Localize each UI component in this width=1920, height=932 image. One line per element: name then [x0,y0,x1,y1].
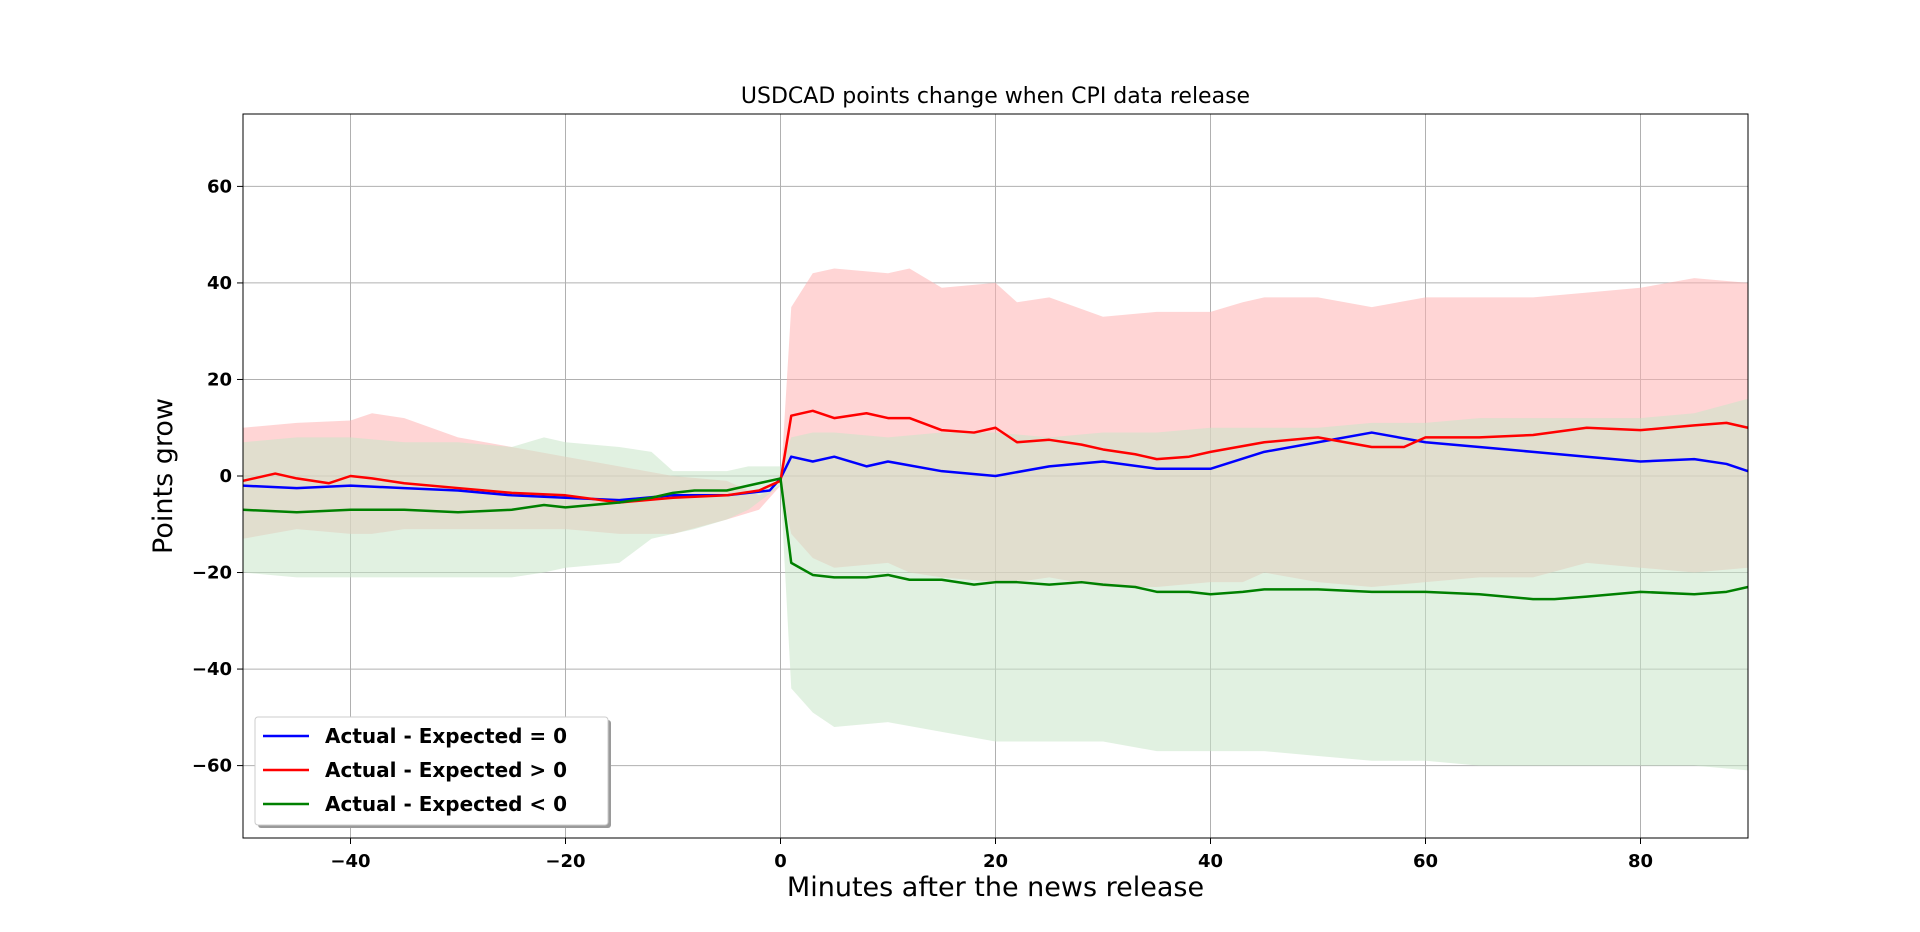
y-tick-label: 40 [207,273,232,294]
series-lines [242,409,1749,601]
y-tick-label: −60 [192,756,232,777]
y-tick-label: 0 [219,466,232,487]
y-tick-label: −40 [192,659,232,680]
chart-title: USDCAD points change when CPI data relea… [741,84,1250,109]
legend: Actual - Expected = 0 Actual - Expected >… [254,716,611,828]
x-tick-label: 0 [774,851,787,872]
x-tick-label: 80 [1628,851,1653,872]
x-tick-label: −40 [330,851,370,872]
series-line [242,409,1749,504]
legend-label: Actual - Expected < 0 [325,792,567,816]
legend-box [254,716,609,826]
y-tick-label: 20 [207,369,232,390]
legend-label: Actual - Expected > 0 [325,758,567,782]
y-tick-label: −20 [192,563,232,584]
x-tick-label: 40 [1198,851,1223,872]
x-tick-label: −20 [545,851,585,872]
y-axis-label: Points grow [148,398,179,554]
series-line [242,431,1749,502]
confidence-band [243,398,1748,771]
series-line [242,477,1749,601]
x-tick-label: 20 [983,851,1008,872]
legend-label: Actual - Expected = 0 [325,724,567,748]
x-axis-label: Minutes after the news release [787,872,1204,903]
y-tick-label: 60 [207,176,232,197]
x-tick-label: 60 [1413,851,1438,872]
x-axis-ticks: −40 −20 0 20 40 60 80 [330,838,1653,872]
confidence-bands [243,268,1748,771]
y-axis-ticks: −60 −40 −20 0 20 40 60 [192,176,243,777]
